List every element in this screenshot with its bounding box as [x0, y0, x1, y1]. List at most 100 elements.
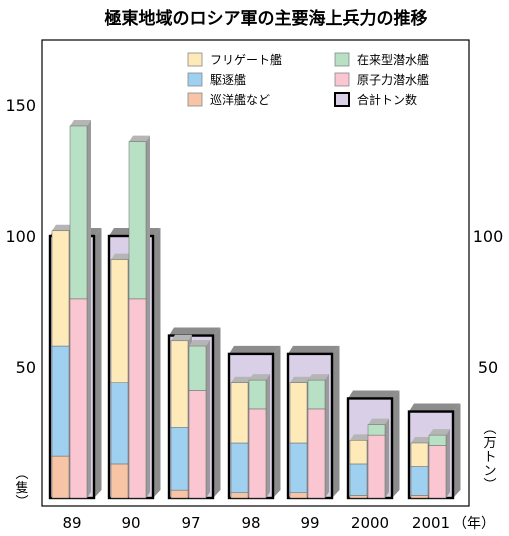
total-bar-side: [453, 403, 461, 498]
total-bar-top: [348, 390, 400, 399]
bar-segment-kuchiku: [410, 466, 429, 496]
bar-segment-kuchiku: [349, 463, 368, 496]
bar-group-99: [286, 345, 340, 500]
bar-segment-frigate: [51, 230, 70, 347]
axis-unit-char: ト: [483, 450, 496, 465]
sub-bar-top: [368, 418, 389, 425]
legend-label: 在来型潜水艦: [357, 53, 429, 67]
right-axis-unit: ︵万トン︶: [483, 422, 496, 493]
bar-segment-jun: [349, 495, 368, 499]
bar-segment-genshi: [428, 445, 447, 499]
legend-item-jun: 巡洋艦など: [187, 92, 270, 107]
x-tick-label: 90: [121, 514, 140, 532]
legend-label: 原子力潜水艦: [357, 73, 429, 87]
left-tick-label: 100: [5, 227, 36, 246]
bar-group-90: [107, 135, 161, 500]
right-tick-label: 50: [478, 358, 498, 377]
sub-bar-side: [206, 340, 210, 498]
right-tick-label: 100: [473, 227, 504, 246]
x-tick-label: 2001: [412, 514, 450, 532]
bar-segment-frigate: [170, 340, 189, 428]
legend-swatch: [334, 52, 350, 67]
bar-segment-kuchiku: [51, 345, 70, 457]
total-bar-top: [229, 345, 281, 354]
x-tick-label: 89: [62, 514, 81, 532]
bar-segment-genshi: [188, 390, 207, 499]
bar-segment-kuchiku: [110, 382, 129, 465]
legend-label: 合計トン数: [357, 92, 417, 107]
sub-bar-top: [249, 374, 270, 381]
sub-bar-side: [325, 374, 329, 498]
bar-group-89: [48, 119, 102, 500]
total-bar-side: [273, 345, 281, 498]
bar-segment-zairai: [248, 379, 267, 410]
bar-segment-frigate: [349, 440, 368, 465]
total-bar-top: [288, 345, 340, 354]
axis-unit-char: ︶: [15, 495, 28, 510]
x-axis-unit: （年）: [453, 516, 495, 532]
surface-bar-top: [231, 376, 252, 383]
bar-segment-zairai: [367, 424, 386, 436]
sub-bar-top: [70, 119, 91, 126]
left-tick-label: 50: [16, 358, 36, 377]
bar-segment-jun: [170, 489, 189, 499]
bar-segment-zairai: [69, 125, 88, 300]
total-bar-top: [169, 327, 221, 336]
bar-segment-frigate: [110, 259, 129, 383]
sub-bar-side: [266, 374, 270, 498]
total-bar-side: [213, 327, 221, 498]
bar-segment-frigate: [230, 382, 249, 444]
total-bar-top: [409, 403, 461, 412]
bar-segment-genshi: [307, 408, 326, 499]
total-bar-side: [392, 390, 400, 498]
sub-bar-side: [446, 429, 450, 498]
legend-label: 駆逐艦: [210, 73, 246, 87]
sub-bar-top: [308, 374, 329, 381]
legend-swatch: [187, 92, 203, 107]
bar-segment-jun: [110, 463, 129, 499]
legend-label: 巡洋艦など: [210, 92, 270, 107]
surface-bar-top: [171, 334, 192, 341]
bar-segment-zairai: [428, 434, 447, 446]
sub-bar-top: [129, 135, 150, 142]
legend-item-zairai: 在来型潜水艦: [334, 52, 429, 67]
x-tick-label: 98: [241, 514, 260, 532]
x-axis-labels: 89 90 97 98 99 2000 2001: [62, 514, 450, 532]
left-axis-ticks: 50 100 150: [5, 96, 36, 377]
bar-segment-kuchiku: [230, 442, 249, 494]
bar-segment-zairai: [307, 379, 326, 410]
total-bar-side: [153, 228, 161, 498]
bar-group-2001: [407, 403, 461, 500]
axis-unit-char: ︵: [483, 422, 496, 437]
bar-segment-jun: [289, 492, 308, 499]
bar-segment-zairai: [188, 345, 207, 391]
bar-groups: [48, 119, 461, 500]
legend-item-genshi: 原子力潜水艦: [334, 72, 429, 87]
bar-segment-kuchiku: [289, 442, 308, 494]
bar-segment-zairai: [128, 141, 147, 300]
surface-bar-top: [411, 436, 432, 443]
sub-bar-side: [87, 119, 91, 499]
axis-unit-char: 隻: [15, 481, 28, 496]
chart-title: 極東地域のロシア軍の主要海上兵力の推移: [105, 8, 428, 29]
bar-segment-kuchiku: [170, 427, 189, 491]
x-tick-label: 97: [181, 514, 200, 532]
surface-bar-top: [290, 376, 311, 383]
legend-swatch: [334, 92, 350, 107]
left-tick-label: 150: [5, 96, 36, 115]
axis-unit-char: ︵: [15, 467, 28, 482]
legend-swatch: [334, 72, 350, 87]
legend-swatch: [187, 72, 203, 87]
x-tick-label: 2000: [351, 514, 389, 532]
axis-unit-char: 万: [483, 436, 496, 451]
bar-segment-frigate: [410, 442, 429, 467]
bar-segment-frigate: [289, 382, 308, 444]
bar-segment-genshi: [367, 434, 386, 499]
sub-bar-side: [385, 418, 389, 498]
bar-segment-jun: [230, 492, 249, 499]
x-tick-label: 99: [300, 514, 319, 532]
surface-bar-top: [111, 253, 132, 260]
bar-segment-genshi: [248, 408, 267, 499]
